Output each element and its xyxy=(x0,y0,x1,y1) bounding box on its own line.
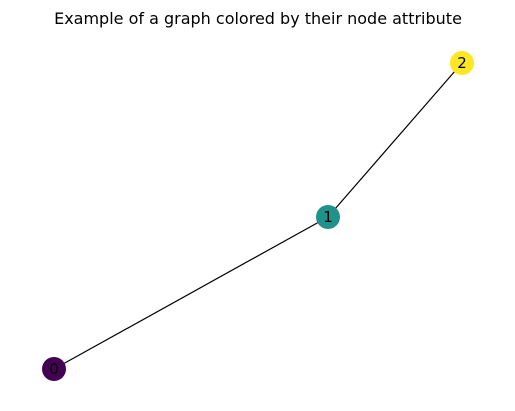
edge-1-2 xyxy=(327,62,463,218)
node-label-2: 2 xyxy=(457,54,467,72)
node-label-1: 1 xyxy=(323,208,333,226)
nodes-layer: 0 1 2 xyxy=(42,51,474,381)
node-circle-0 xyxy=(42,357,66,381)
edge-0-1 xyxy=(53,216,329,370)
node-label-0: 0 xyxy=(49,360,59,378)
node-circle-1 xyxy=(316,205,340,229)
edges-layer xyxy=(53,62,463,370)
node-2: 2 xyxy=(450,51,474,75)
node-circle-2 xyxy=(450,51,474,75)
figure-title: Example of a graph colored by their node… xyxy=(54,9,462,28)
node-1: 1 xyxy=(316,205,340,229)
node-0: 0 xyxy=(42,357,66,381)
